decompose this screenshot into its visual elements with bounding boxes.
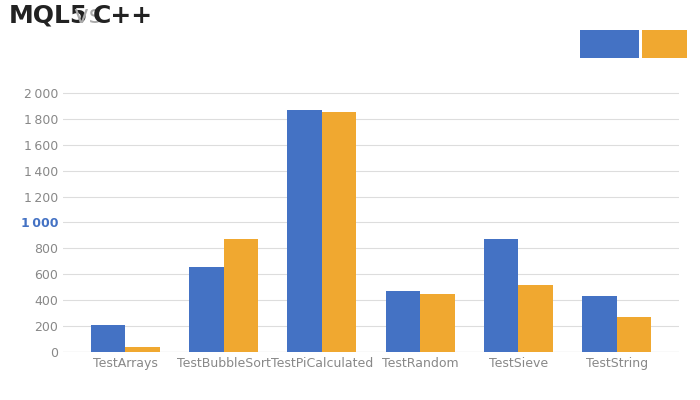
Bar [484, 239, 519, 352]
Text: MQL5: MQL5 [593, 39, 626, 49]
Bar [420, 294, 454, 352]
Bar [582, 296, 617, 352]
Bar [386, 291, 420, 352]
Bar [223, 239, 258, 352]
Bar [288, 110, 322, 352]
Bar [322, 112, 356, 352]
Text: C++: C++ [92, 4, 153, 28]
Text: C++: C++ [652, 39, 677, 49]
Bar [617, 317, 651, 352]
Bar [519, 285, 553, 352]
Bar [91, 325, 125, 352]
Bar [125, 348, 160, 352]
Text: MQL5: MQL5 [8, 4, 88, 28]
Text: vs: vs [66, 4, 110, 28]
Bar [189, 267, 223, 352]
